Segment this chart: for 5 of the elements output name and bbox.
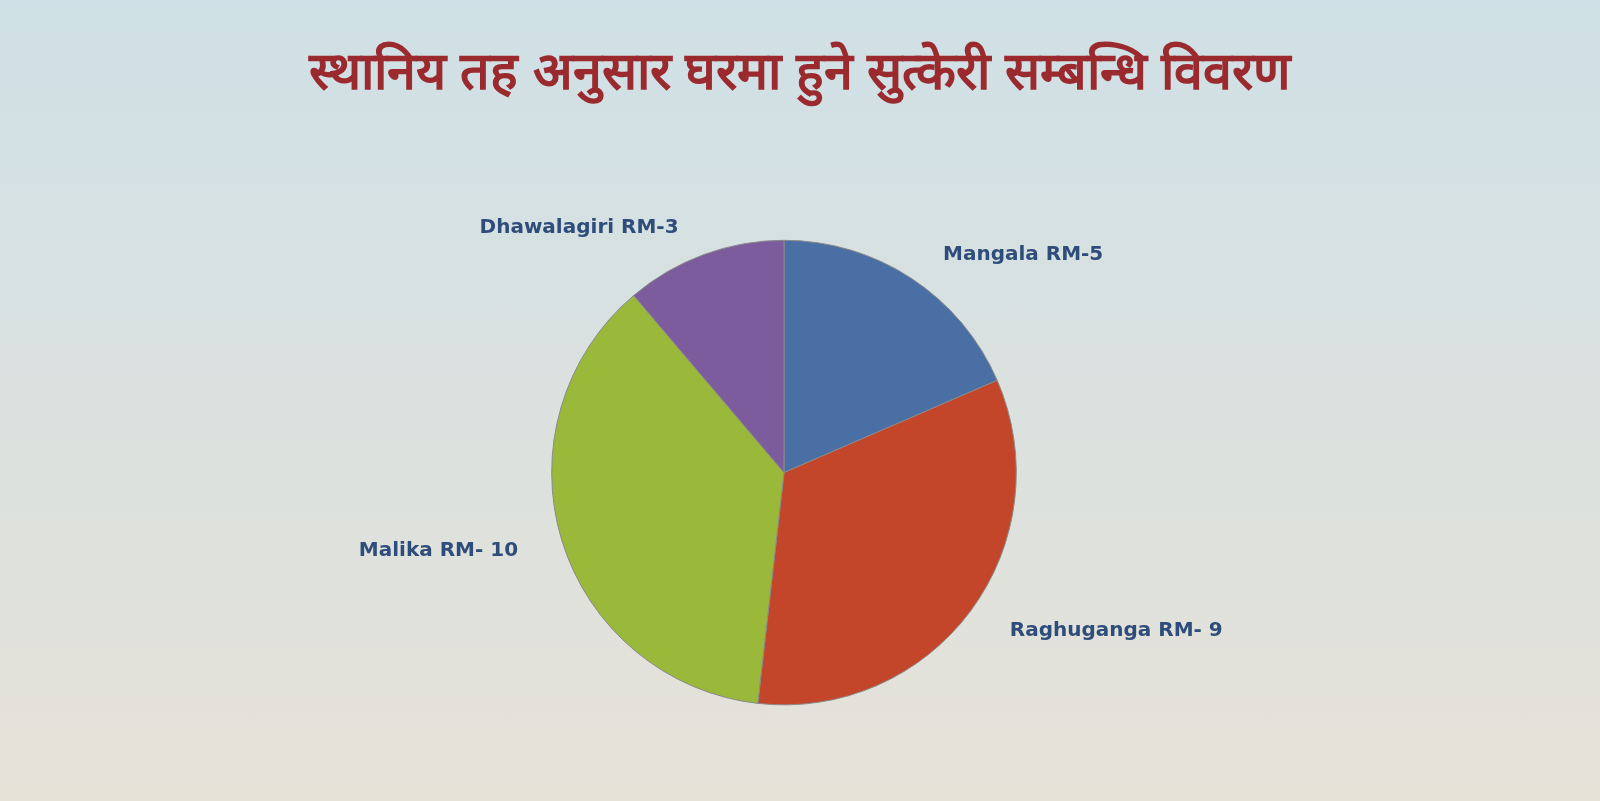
slice-label: Malika RM- 10: [358, 536, 519, 561]
slice-label: Dhawalagiri RM-3: [479, 214, 679, 239]
chart-title: स्थानिय तह अनुसार घरमा हुने सुत्केरी सम्बन्धि विवरण: [307, 41, 1294, 107]
slice-label: Mangala RM-5: [943, 241, 1104, 266]
slice-label: Raghuganga RM- 9: [1009, 616, 1223, 641]
